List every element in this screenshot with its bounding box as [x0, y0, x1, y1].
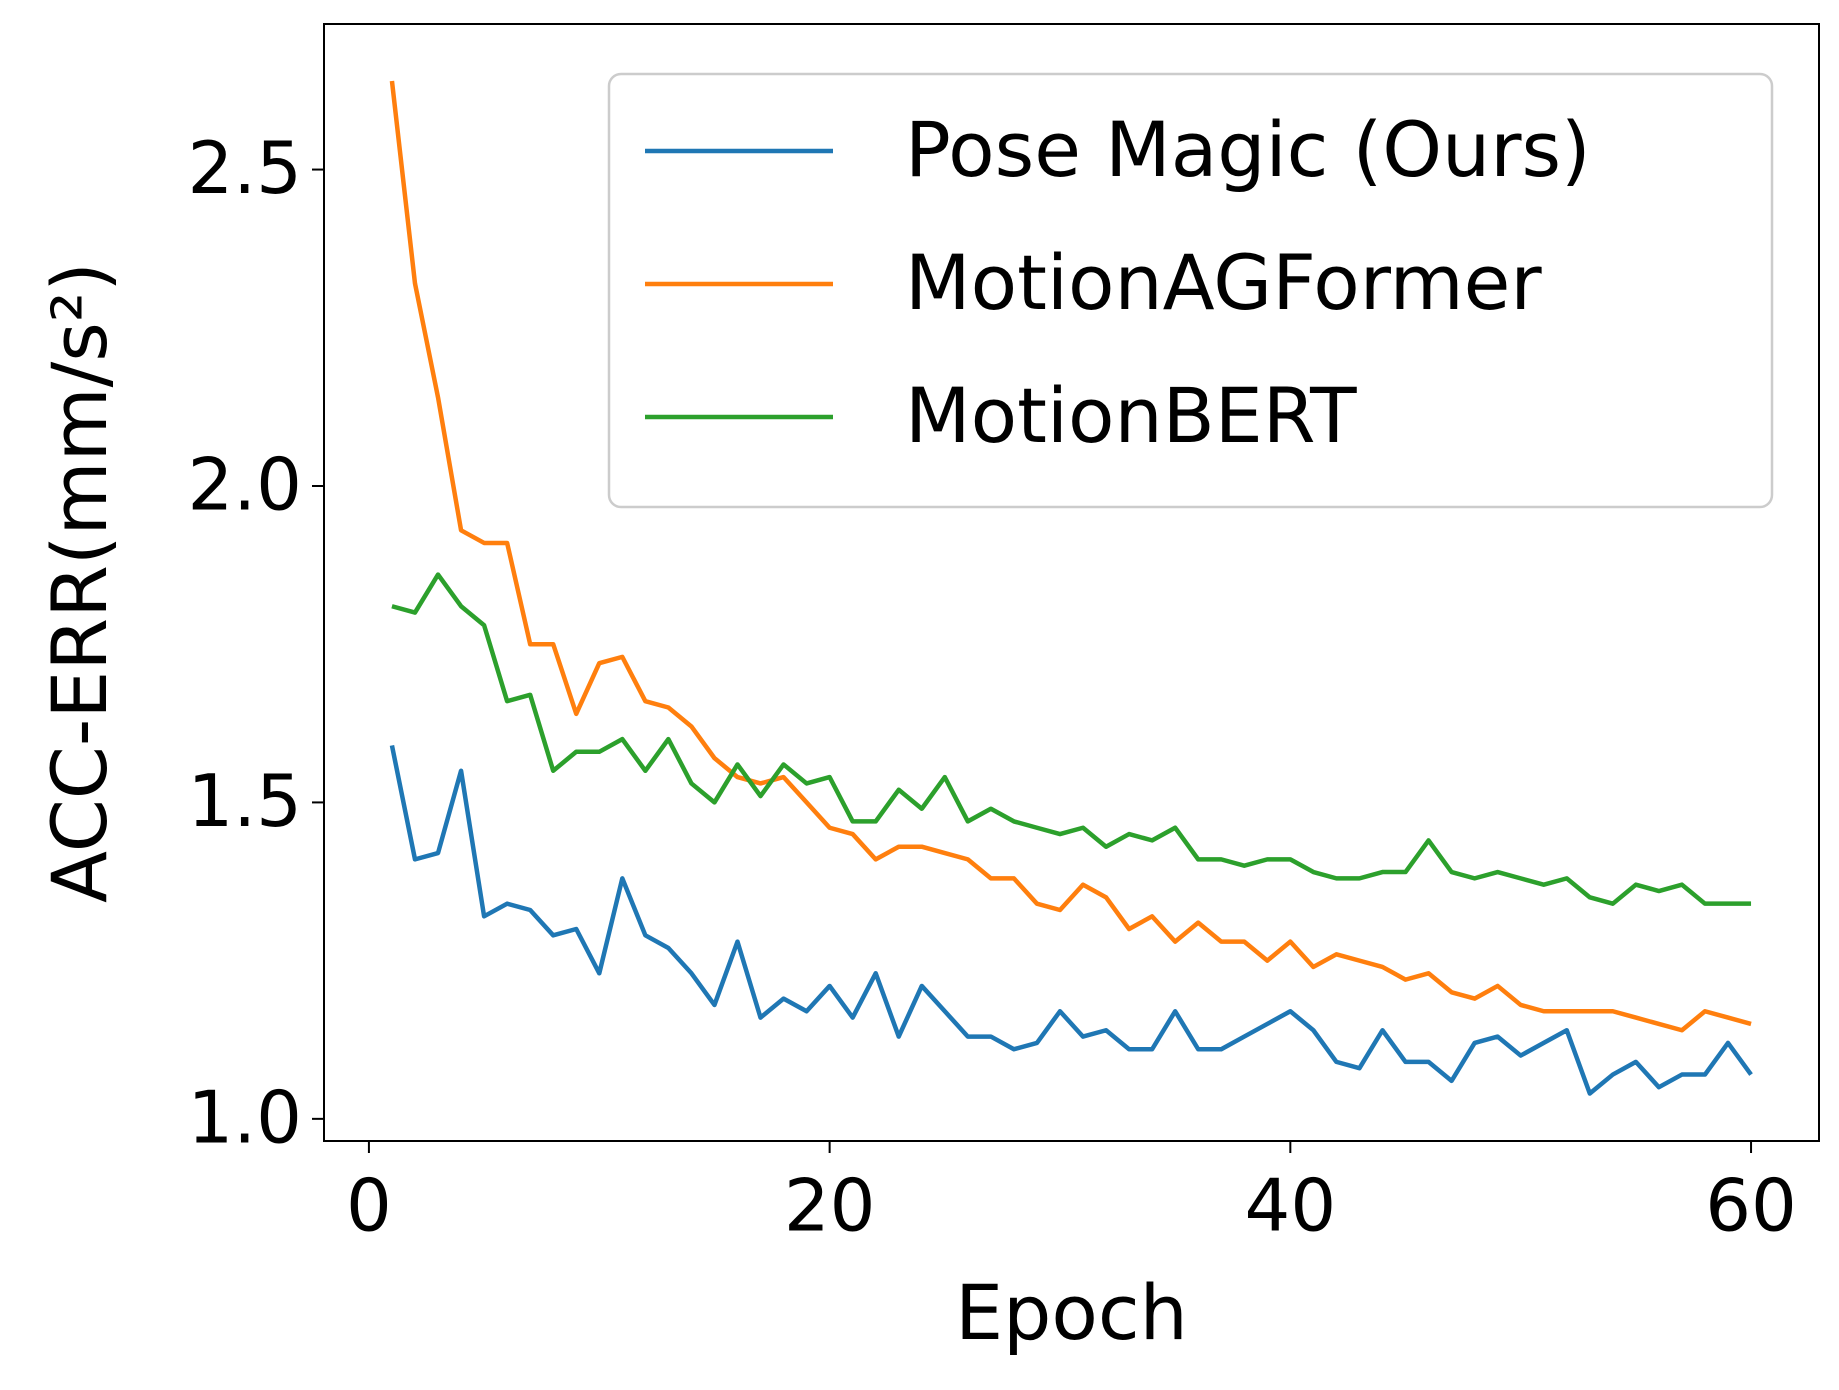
- legend-label: MotionBERT: [905, 371, 1357, 460]
- data-line: [391, 572, 1752, 906]
- data-line: [389, 80, 1752, 1033]
- legend-label: Pose Magic (Ours): [905, 105, 1591, 194]
- y-tick-label: 1.5: [187, 759, 302, 843]
- legend: Pose Magic (Ours) MotionAGFormer MotionBER…: [607, 72, 1774, 509]
- y-tick-label: 1.0: [187, 1075, 302, 1159]
- y-tick-label: 2.5: [187, 126, 302, 210]
- x-tick-label: 60: [1705, 1164, 1797, 1248]
- y-tick-label: 2.0: [187, 443, 302, 527]
- y-axis-label: ACC-ERR(mm/s²): [35, 262, 124, 903]
- plot-frame: [323, 23, 1820, 1142]
- legend-label: MotionAGFormer: [905, 238, 1542, 327]
- x-tick-label: 20: [784, 1164, 876, 1248]
- legend-box: [607, 72, 1774, 509]
- x-axis-label: Epoch: [955, 1268, 1188, 1357]
- data-line: [389, 745, 1753, 1096]
- x-tick-label: 0: [346, 1164, 392, 1248]
- x-tick-label: 40: [1245, 1164, 1337, 1248]
